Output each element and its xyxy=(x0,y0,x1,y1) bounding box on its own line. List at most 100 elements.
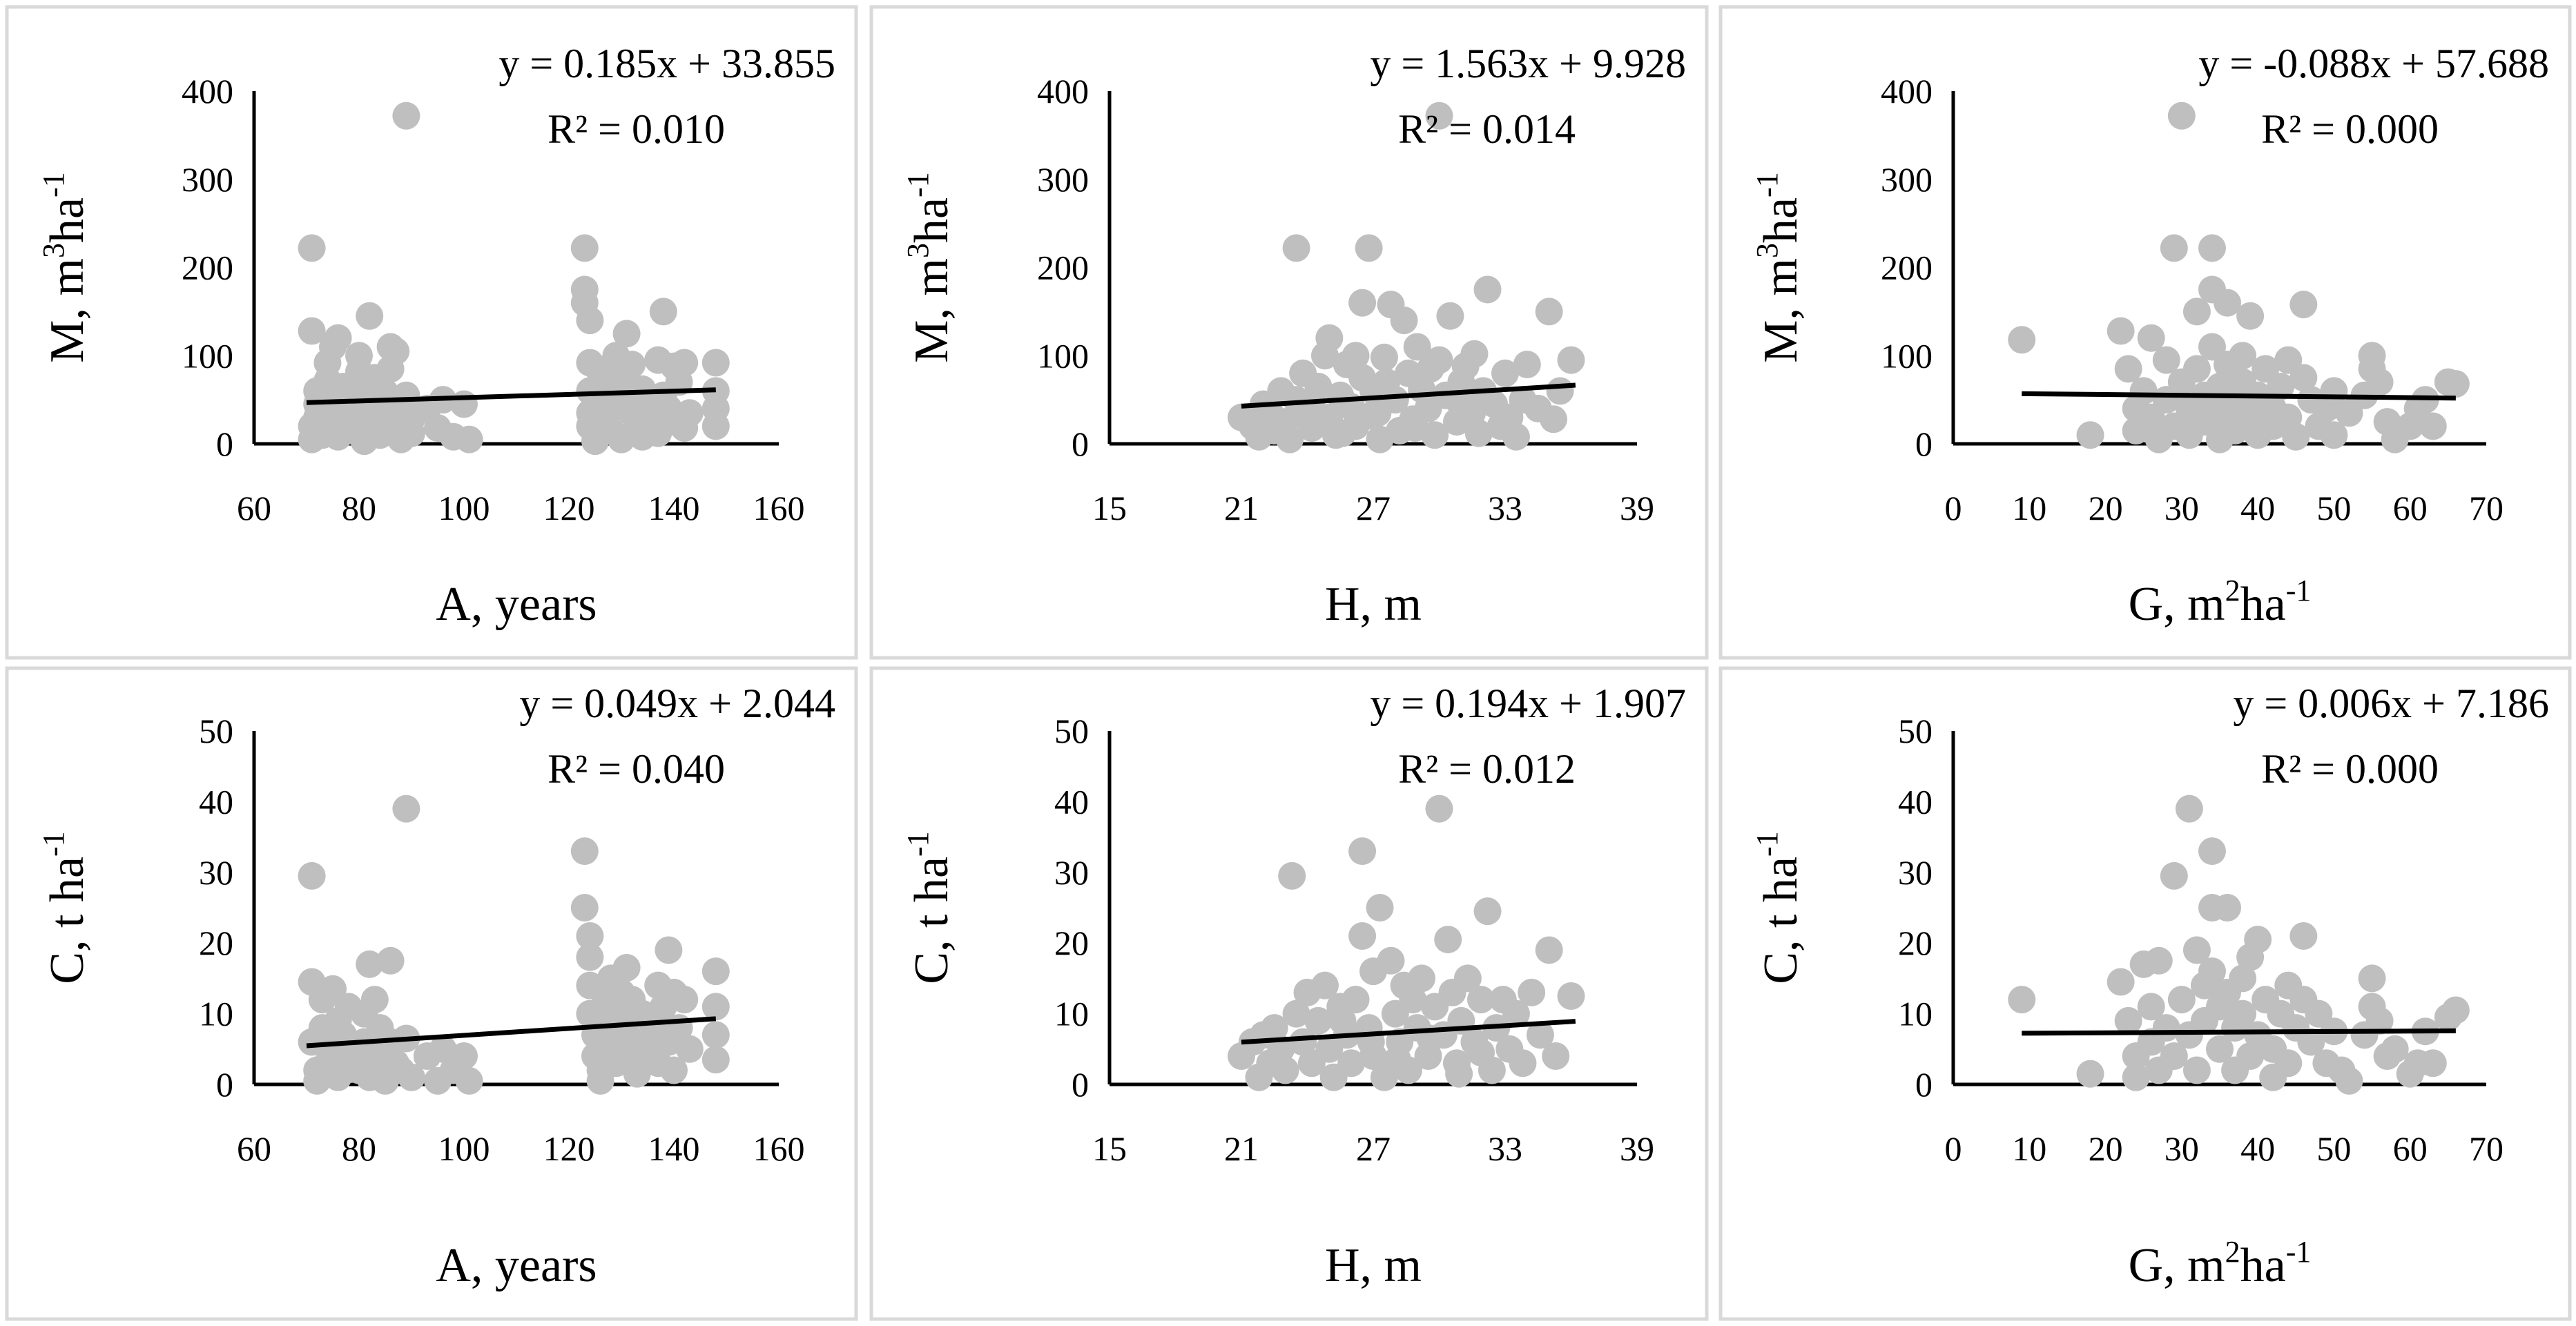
data-point xyxy=(586,1066,614,1095)
y-axis-title-part: ha xyxy=(1754,197,1808,243)
data-point xyxy=(2182,1056,2211,1084)
data-point xyxy=(675,1035,704,1063)
x-tick-label: 20 xyxy=(2089,489,2123,527)
data-point xyxy=(2358,964,2386,993)
trendline-r2: R² = 0.040 xyxy=(548,746,725,792)
trendline-r2: R² = 0.010 xyxy=(548,106,725,152)
data-point xyxy=(1337,1049,1366,1078)
y-axis-title-part: M, m xyxy=(905,258,958,363)
data-point xyxy=(1278,861,1306,890)
trendline-equation: y = 0.185x + 33.855 xyxy=(498,41,835,86)
y-tick-label: 10 xyxy=(1898,995,1933,1033)
x-tick-label: 30 xyxy=(2165,1129,2199,1168)
data-point xyxy=(2144,946,2173,975)
data-point xyxy=(701,412,730,440)
y-tick-label: 50 xyxy=(1898,712,1933,750)
data-point xyxy=(1289,1028,1317,1056)
y-axis-title-part: M, m xyxy=(1754,258,1808,363)
data-point xyxy=(2289,364,2318,392)
y-tick-label: 400 xyxy=(1037,72,1089,110)
trendline-r2: R² = 0.014 xyxy=(1398,106,1576,152)
y-axis-title: C, t ha-1 xyxy=(37,831,94,984)
data-point xyxy=(2008,326,2036,354)
data-point xyxy=(576,922,604,950)
data-point xyxy=(2114,355,2142,383)
data-point xyxy=(2274,1049,2303,1078)
data-point xyxy=(2114,1006,2142,1035)
x-tick-label: 39 xyxy=(1620,489,1654,527)
data-point xyxy=(1342,986,1370,1014)
y-tick-label: 0 xyxy=(216,1065,233,1104)
data-point xyxy=(2182,355,2211,383)
data-point xyxy=(1377,946,1405,975)
x-axis-title: H, m xyxy=(1325,578,1422,631)
data-point xyxy=(1348,922,1377,950)
y-axis-title-sup: -1 xyxy=(1750,172,1784,197)
y-tick-label: 0 xyxy=(216,425,233,463)
y-tick-label: 0 xyxy=(1072,425,1089,463)
x-axis-title-sup: 2 xyxy=(2225,1235,2240,1269)
y-axis-title-sup: -1 xyxy=(901,831,935,857)
data-point xyxy=(1557,982,1585,1010)
trendline-equation: y = 0.049x + 2.044 xyxy=(519,681,835,726)
data-point xyxy=(455,1066,483,1095)
data-point xyxy=(1328,419,1357,447)
y-axis-title: M, m3ha-1 xyxy=(901,172,958,362)
y-axis-title: M, m3ha-1 xyxy=(1750,172,1808,362)
x-tick-label: 33 xyxy=(1488,489,1522,527)
data-point xyxy=(1466,1038,1495,1066)
y-tick-label: 0 xyxy=(1915,425,1933,463)
y-axis-title-part: ha xyxy=(41,197,94,243)
data-point xyxy=(2167,101,2196,130)
data-point xyxy=(1557,346,1585,374)
data-point xyxy=(376,946,405,975)
x-axis-title-part: G, m xyxy=(2129,1239,2225,1292)
data-point xyxy=(298,861,326,890)
x-tick-label: 10 xyxy=(2012,1129,2046,1168)
data-point xyxy=(1357,402,1385,430)
y-tick-label: 100 xyxy=(1881,336,1933,375)
data-point xyxy=(1526,1021,1554,1049)
y-axis-title: C, t ha-1 xyxy=(901,831,958,984)
data-point xyxy=(1416,355,1444,383)
data-point xyxy=(2160,234,2188,262)
data-point xyxy=(570,894,599,922)
x-tick-label: 100 xyxy=(438,1129,490,1168)
y-tick-label: 0 xyxy=(1072,1065,1089,1104)
data-point xyxy=(2107,317,2135,345)
trendline-r2: R² = 0.012 xyxy=(1398,746,1576,792)
x-axis-title: A, years xyxy=(436,1239,597,1292)
data-point xyxy=(2365,1006,2394,1035)
data-point xyxy=(1373,368,1401,396)
x-tick-label: 21 xyxy=(1224,489,1259,527)
x-tick-label: 160 xyxy=(753,1129,805,1168)
trendline-equation: y = 0.006x + 7.186 xyxy=(2233,681,2549,726)
data-point xyxy=(1535,298,1563,326)
panel-frame xyxy=(5,5,858,660)
x-axis-title-part: ha xyxy=(2240,1239,2286,1292)
x-tick-label: 30 xyxy=(2165,489,2199,527)
y-tick-label: 300 xyxy=(1881,160,1933,199)
data-point xyxy=(1282,234,1310,262)
y-axis-title: M, m3ha-1 xyxy=(37,172,94,362)
data-point xyxy=(2198,957,2226,986)
data-point xyxy=(701,1021,730,1049)
x-tick-label: 0 xyxy=(1945,489,1962,527)
y-tick-label: 200 xyxy=(1881,248,1933,287)
data-point xyxy=(1513,351,1541,379)
data-point xyxy=(576,943,604,971)
x-axis-title-sup: 2 xyxy=(2225,574,2240,607)
data-point xyxy=(2214,894,2242,922)
x-tick-label: 60 xyxy=(2393,489,2428,527)
data-point xyxy=(2289,291,2318,319)
x-tick-label: 21 xyxy=(1224,1129,1259,1168)
x-axis-title: G, m2ha-1 xyxy=(2129,1235,2312,1292)
data-point xyxy=(2236,1042,2265,1071)
panel-a-c: 0 10 20 30 40 50 60 80 100 120 140 160 y = 0.049x + … xyxy=(5,666,858,1321)
data-point xyxy=(1370,343,1398,371)
data-point xyxy=(2365,368,2394,396)
trendline-equation: y = -0.088x + 57.688 xyxy=(2198,41,2549,86)
data-point xyxy=(1502,1000,1530,1028)
data-point xyxy=(2229,1000,2257,1028)
